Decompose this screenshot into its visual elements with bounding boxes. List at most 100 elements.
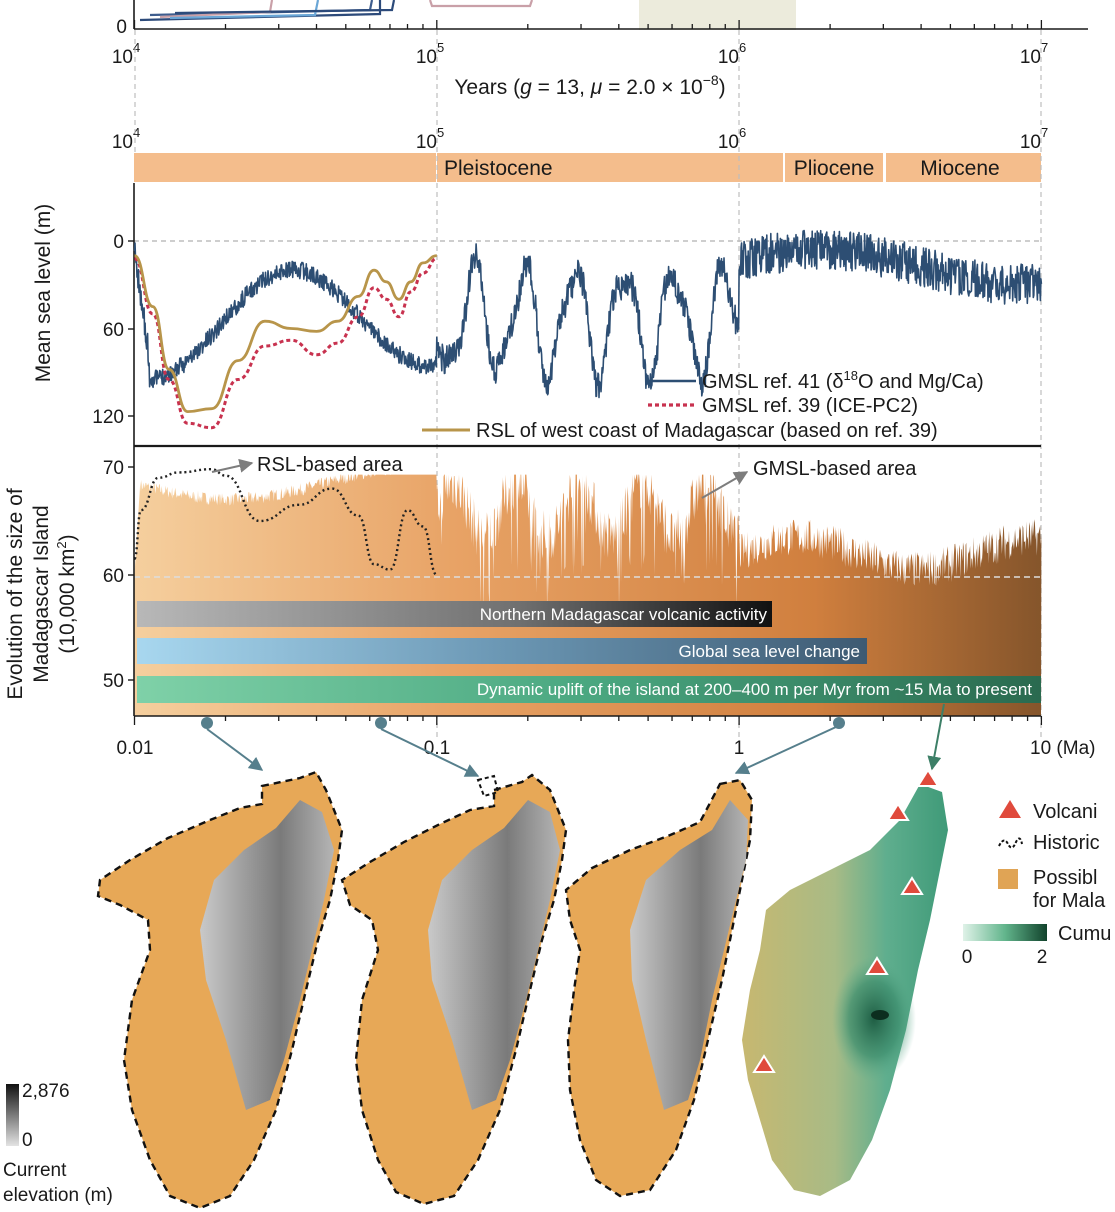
top2-exp-1e7: 7 bbox=[1041, 125, 1048, 140]
top2-exp-1e4: 4 bbox=[133, 125, 140, 140]
legend-label-historic: Historic bbox=[1033, 832, 1100, 854]
marker-0-015ma bbox=[201, 717, 213, 729]
map-cumulative-uplift bbox=[742, 768, 948, 1196]
x-label-1: 1 bbox=[734, 738, 745, 759]
band-dynamic-uplift bbox=[137, 676, 1041, 703]
legend-label-volcanic: Volcani bbox=[1033, 801, 1098, 823]
size-y-label-70: 70 bbox=[103, 458, 124, 479]
x-tick-label-1e7: 10 7 bbox=[1020, 40, 1048, 68]
elevation-min-label: 0 bbox=[22, 1130, 33, 1151]
volcano-markers bbox=[752, 768, 940, 1073]
epoch-bar-holocene-late-pleistocene bbox=[134, 153, 436, 182]
series-rsl-west-coast bbox=[133, 254, 437, 414]
map4-uplift-peak bbox=[871, 1010, 889, 1020]
epoch-label-miocene: Miocene bbox=[920, 157, 999, 180]
top2-base-1e7: 10 bbox=[1020, 132, 1041, 153]
uplift-colorbar bbox=[963, 924, 1047, 941]
epoch-label-pleistocene: Pleistocene bbox=[444, 157, 553, 180]
volcano-icon bbox=[865, 956, 889, 975]
band-label-global-sea-level: Global sea level change bbox=[679, 642, 860, 661]
legend-label-gmsl-ref41: GMSL ref. 41 (δ18O and Mg/Ca) bbox=[702, 368, 984, 393]
x-tick-label-top2-1e5: 10 5 bbox=[416, 125, 444, 153]
demographic-panel: 0 10 4 10 5 10 6 10 7 Years (g = 13, μ =… bbox=[112, 0, 1088, 99]
arrow-rsl-area bbox=[211, 458, 254, 473]
x-tick-exp-1e5: 5 bbox=[437, 40, 444, 55]
band-global-sea-level bbox=[137, 638, 867, 664]
elevation-title-line1: Current bbox=[3, 1160, 67, 1181]
demographic-line-6 bbox=[428, 0, 534, 8]
island-size-panel: Northern Madagascar volcanic activity Gl… bbox=[4, 446, 1095, 777]
demographic-line-5 bbox=[174, 0, 396, 15]
size-y-title-line3: (10,000 km2) bbox=[54, 534, 79, 653]
volcano-icon bbox=[916, 768, 940, 787]
marker-0-065ma bbox=[375, 717, 387, 729]
x-tick-base-1e7: 10 bbox=[1020, 47, 1041, 68]
sea-level-y-axis-title: Mean sea level (m) bbox=[32, 204, 55, 383]
epoch-bar-miocene bbox=[886, 153, 1041, 182]
x-tick-base-1e6: 10 bbox=[718, 47, 739, 68]
elevation-max-label: 2,876 bbox=[22, 1081, 70, 1102]
x-ticks-top bbox=[133, 20, 1043, 29]
demographic-line-4 bbox=[169, 0, 320, 20]
x-tick-exp-1e7: 7 bbox=[1041, 40, 1048, 55]
y-tick-zero-top: 0 bbox=[116, 17, 127, 38]
legend-label-gmsl-ref39: GMSL ref. 39 (ICE-PC2) bbox=[702, 395, 918, 417]
size-y-label-50: 50 bbox=[103, 671, 124, 692]
demographic-lines bbox=[139, 0, 534, 22]
top2-base-1e4: 10 bbox=[112, 132, 133, 153]
legend-label-for-mala: for Mala bbox=[1033, 890, 1106, 912]
top2-exp-1e5: 5 bbox=[437, 125, 444, 140]
legend-label-cumulative: Cumu bbox=[1058, 923, 1111, 945]
sea-level-y-label-60: 60 bbox=[103, 320, 124, 341]
annotation-gmsl-based-area: GMSL-based area bbox=[753, 458, 917, 480]
arrow-to-map4 bbox=[927, 703, 945, 771]
legend-historic-coastline-icon bbox=[998, 837, 1023, 849]
x-tick-label-1e4: 10 4 bbox=[112, 40, 140, 68]
legend-label-possible: Possibl bbox=[1033, 867, 1097, 889]
x-tick-label-1e5: 10 5 bbox=[416, 40, 444, 68]
volcano-icon bbox=[900, 876, 924, 895]
map-lowland-0-015ma bbox=[96, 770, 344, 1210]
band-label-dynamic-uplift: Dynamic uplift of the island at 200–400 … bbox=[477, 680, 1032, 699]
arrow-to-map3 bbox=[734, 726, 837, 775]
series-gmsl-ref41 bbox=[133, 229, 1043, 399]
size-y-label-60: 60 bbox=[103, 566, 124, 587]
elevation-title-line2: elevation (m) bbox=[3, 1185, 113, 1206]
top2-base-1e5: 10 bbox=[416, 132, 437, 153]
series-gmsl-ref39 bbox=[133, 257, 438, 430]
legend-volcano-icon bbox=[999, 800, 1021, 818]
time-shade bbox=[639, 0, 796, 30]
epoch-label-pliocene: Pliocene bbox=[794, 157, 875, 180]
volcano-icon bbox=[752, 1054, 776, 1073]
x-tick-base-1e4: 10 bbox=[112, 47, 133, 68]
map-lowland-0-065ma bbox=[340, 773, 568, 1206]
series-rsl-based-area bbox=[133, 467, 438, 577]
x-axis-title-years: Years (g = 13, μ = 2.0 × 10−8) bbox=[454, 72, 725, 99]
x-tick-label-top2-1e6: 10 6 bbox=[718, 125, 746, 153]
annotation-rsl-based-area: RSL-based area bbox=[257, 454, 404, 476]
size-y-axis-title: Evolution of the size of Madagascar Isla… bbox=[4, 488, 79, 699]
band-label-volcanic-activity: Northern Madagascar volcanic activity bbox=[480, 605, 768, 624]
x-tick-exp-1e6: 6 bbox=[739, 40, 746, 55]
top2-exp-1e6: 6 bbox=[739, 125, 746, 140]
epoch-bar-pliocene bbox=[785, 153, 883, 182]
volcano-icon bbox=[886, 802, 910, 821]
x-label-0-01: 0.01 bbox=[117, 738, 154, 759]
x-tick-exp-1e4: 4 bbox=[133, 40, 140, 55]
map4-uplift-core bbox=[808, 920, 928, 1100]
map3-elevation bbox=[630, 800, 748, 1110]
x-tick-base-1e5: 10 bbox=[416, 47, 437, 68]
arrow-to-map1 bbox=[206, 728, 264, 771]
sea-level-panel: 10 4 10 5 10 6 10 7 Pleistocene Pliocene… bbox=[32, 30, 1048, 740]
elevation-colorbar bbox=[6, 1084, 19, 1146]
x-tick-label-top2-1e7: 10 7 bbox=[1020, 125, 1048, 153]
legend-label-rsl: RSL of west coast of Madagascar (based o… bbox=[476, 420, 938, 442]
map2-elevation bbox=[428, 800, 560, 1110]
marker-2ma bbox=[833, 717, 845, 729]
map2-islet bbox=[476, 774, 500, 798]
sea-level-y-label-0: 0 bbox=[113, 232, 124, 253]
x-tick-label-1e6: 10 6 bbox=[718, 40, 746, 68]
sea-level-y-label-120: 120 bbox=[92, 407, 124, 428]
top2-base-1e6: 10 bbox=[718, 132, 739, 153]
